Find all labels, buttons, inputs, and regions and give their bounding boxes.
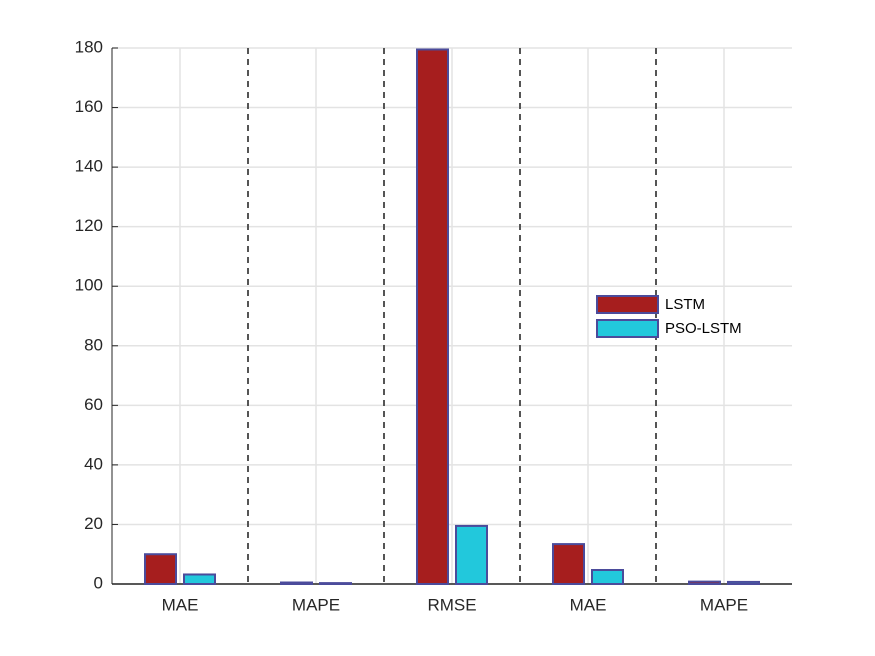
legend-label: PSO-LSTM — [665, 320, 742, 337]
bar — [280, 581, 313, 585]
x-tick-label: RMSE — [427, 595, 476, 614]
x-tick-label: MAE — [162, 595, 199, 614]
y-tick-label: 120 — [75, 216, 103, 235]
y-tick-label: 160 — [75, 97, 103, 116]
legend-label: LSTM — [665, 296, 705, 313]
x-tick-label: MAE — [570, 595, 607, 614]
bar — [727, 580, 760, 585]
bar — [591, 569, 624, 586]
y-tick-label: 0 — [94, 573, 103, 592]
x-tick-label: MAPE — [700, 595, 748, 614]
bar — [455, 524, 488, 586]
legend-swatch — [596, 319, 659, 338]
legend-swatch — [596, 295, 659, 314]
bar — [688, 580, 721, 586]
bar — [144, 553, 177, 586]
y-tick-label: 140 — [75, 157, 103, 176]
bar — [319, 582, 352, 586]
y-tick-label: 60 — [84, 395, 103, 414]
bar — [183, 573, 216, 586]
x-tick-label: MAPE — [292, 595, 340, 614]
y-tick-label: 100 — [75, 276, 103, 295]
bar — [552, 543, 585, 585]
y-tick-label: 20 — [84, 514, 103, 533]
y-tick-label: 40 — [84, 454, 103, 473]
y-tick-label: 80 — [84, 335, 103, 354]
y-tick-label: 180 — [75, 37, 103, 56]
bar — [416, 48, 449, 585]
